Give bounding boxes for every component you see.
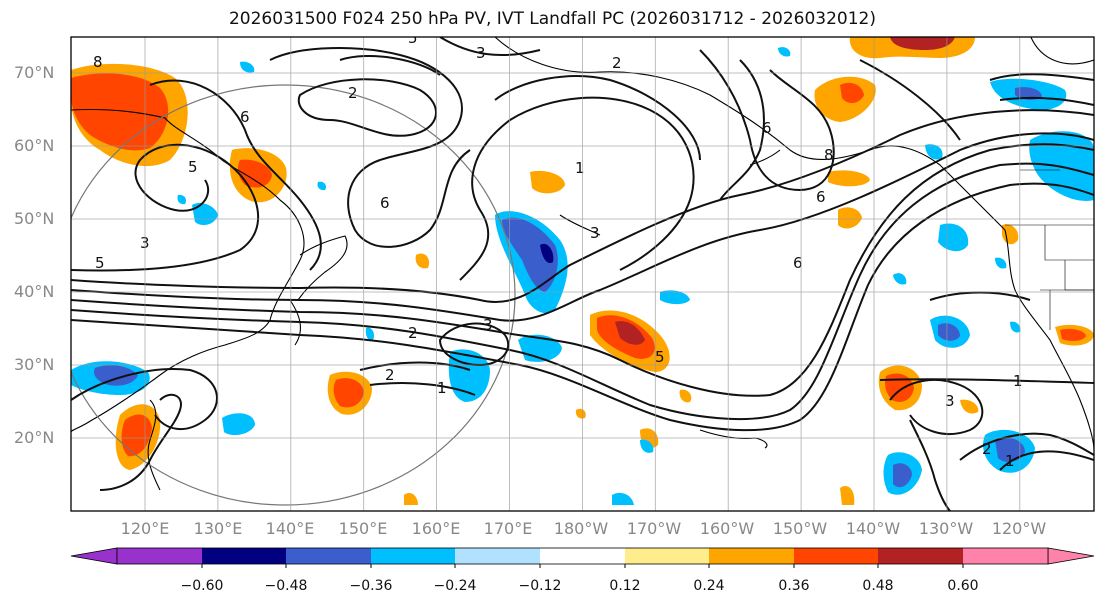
contour-label: 6 <box>762 119 772 137</box>
lon-label: 160°W <box>700 519 755 538</box>
colorbar-tick-label: 0.60 <box>947 578 978 594</box>
colorbar <box>70 547 1095 568</box>
lon-label: 130°W <box>919 519 974 538</box>
contour-label: 6 <box>380 194 390 212</box>
colorbar-segment <box>117 548 202 564</box>
lat-label: 50°N <box>14 209 54 228</box>
contour-label: 2 <box>348 84 358 102</box>
lat-label: 20°N <box>14 428 54 447</box>
lon-label: 140°E <box>266 519 315 538</box>
colorbar-tick-label: 0.12 <box>609 578 640 594</box>
colorbar-segment <box>794 548 878 564</box>
colorbar-segment <box>371 548 455 564</box>
lon-label: 120°E <box>121 519 170 538</box>
colorbar-tick-label: 0.48 <box>862 578 893 594</box>
contour-label: 3 <box>945 392 955 410</box>
lon-label: 150°E <box>339 519 388 538</box>
map-title: 2026031500 F024 250 hPa PV, IVT Landfall… <box>228 9 876 29</box>
distance-circle <box>71 84 516 506</box>
contour-label: 1 <box>437 379 447 397</box>
lon-label: 170°W <box>627 519 682 538</box>
contour-label: 5 <box>408 29 418 47</box>
colorbar-segment <box>878 548 963 564</box>
lon-label: 180°W <box>554 519 609 538</box>
colorbar-arrow-right <box>1047 547 1095 565</box>
contour-label: 6 <box>793 254 803 272</box>
colorbar-tick-label: −0.12 <box>519 578 562 594</box>
lon-label: 130°E <box>194 519 243 538</box>
lon-label: 120°W <box>992 519 1047 538</box>
contour-label: 8 <box>824 146 834 164</box>
colorbar-tick-label: −0.48 <box>265 578 308 594</box>
contour-label: 5 <box>95 254 105 272</box>
colorbar-tick-label: −0.60 <box>181 578 224 594</box>
lat-label: 60°N <box>14 136 54 155</box>
colorbar-arrow-left <box>70 547 118 565</box>
lat-label: 70°N <box>14 63 54 82</box>
colorbar-segment <box>963 548 1048 564</box>
colorbar-segment <box>625 548 709 564</box>
lat-label: 30°N <box>14 355 54 374</box>
contour-label: 2 <box>385 366 395 384</box>
lon-label: 160°E <box>412 519 461 538</box>
contour-label: 3 <box>590 224 600 242</box>
colorbar-segment <box>455 548 540 564</box>
longitude-labels: 120°E 130°E 140°E 150°E 160°E 170°E 180°… <box>121 519 1047 538</box>
contour-label: 2 <box>612 54 622 72</box>
lon-label: 140°W <box>846 519 901 538</box>
contour-label: 5 <box>655 348 665 366</box>
contour-label: 5 <box>188 158 198 176</box>
lon-label: 150°W <box>773 519 828 538</box>
colorbar-tick-label: −0.24 <box>434 578 477 594</box>
pv-contours <box>71 37 1094 511</box>
contour-label: 1 <box>1013 372 1023 390</box>
lat-label: 40°N <box>14 282 54 301</box>
contour-label: 2 <box>408 324 418 342</box>
colorbar-tick-label: 0.24 <box>693 578 724 594</box>
contour-label: 3 <box>476 44 486 62</box>
colorbar-frame <box>116 547 1049 565</box>
colorbar-segment <box>709 548 794 564</box>
contour-label: 2 <box>982 440 992 458</box>
colorbar-segment <box>540 548 625 564</box>
contour-label: 1 <box>1005 452 1015 470</box>
lon-label: 170°E <box>484 519 533 538</box>
contour-label: 1 <box>575 159 585 177</box>
contour-label: 6 <box>240 108 250 126</box>
contour-label: 6 <box>816 188 826 206</box>
colorbar-tick-labels: −0.60 −0.48 −0.36 −0.24 −0.12 0.12 0.24 … <box>181 578 979 594</box>
contour-label: 3 <box>483 316 493 334</box>
colorbar-tick-label: −0.36 <box>350 578 393 594</box>
map-frame <box>70 36 1095 512</box>
colorbar-segment <box>202 548 286 564</box>
colorbar-segment <box>286 548 371 564</box>
latitude-labels: 70°N 60°N 50°N 40°N 30°N 20°N <box>14 63 54 447</box>
colorbar-tick-label: 0.36 <box>778 578 809 594</box>
contour-label: 8 <box>93 53 103 71</box>
graticule <box>71 37 1094 511</box>
